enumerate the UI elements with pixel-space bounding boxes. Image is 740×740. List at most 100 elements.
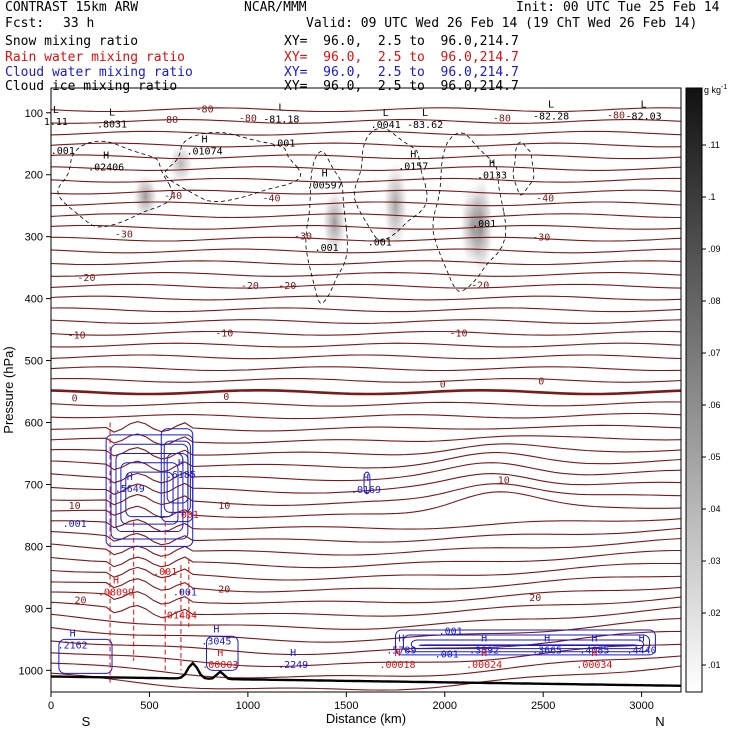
isotherm-line [51,655,681,679]
init-time: Init: 00 UTC Tue 25 Feb 14 [516,0,720,15]
isotherm-line [51,248,681,254]
field-rain-name: Rain water mixing ratio [5,50,186,65]
isotherm-line [51,260,681,266]
isotherm-line [51,142,681,148]
extremum-marker: H [322,169,328,180]
extremum-value: .4085 [579,645,609,656]
extremum-marker: L [641,99,647,110]
isotherm-line [51,213,681,219]
extremum-marker: H [481,648,487,659]
field-cloudice-name: Cloud ice mixing ratio [5,79,178,94]
cloud-water-contour [160,428,194,523]
colorbar-tick-label: .08 [708,296,721,306]
isotherm-label: -20 [241,281,259,292]
extremum-value: .02406 [88,163,124,174]
extremum-marker: H [127,472,133,483]
isotherm-line [51,473,681,496]
colorbar-ticks: .11 .1 .09 .08 .07 .06 .05 .04 .03 .02 .01 [702,140,721,670]
isotherm-label: -80 [160,115,178,126]
extremum-marker: H [394,648,400,659]
x-tick-label: 500 [140,700,158,712]
extremum-value: .00018 [379,660,415,671]
isotherm-line [51,166,681,171]
isotherm-label: 0 [223,392,229,403]
field-rain-xy: XY= 96.0, 2.5 to 96.0,214.7 [284,50,519,65]
isotherm-line [51,537,681,557]
colorbar-unit: g kg-1 [704,84,727,95]
isotherm-label: -80 [493,114,511,125]
extremum-value: .0157 [398,161,428,172]
isotherm-label: -30 [115,230,133,241]
cloud-ice-contour [305,150,348,304]
y-tick-label: 500 [25,356,43,368]
extremum-marker: L [109,107,115,118]
isotherm-line [51,643,681,668]
isotherm-label: -30 [294,231,312,242]
cloud-water-contour [418,644,639,647]
extremum-marker: L [383,108,389,119]
isotherm-line [51,154,681,160]
extremum-value: .001 [51,146,75,157]
colorbar-tick-label: .05 [708,452,721,462]
extremum-value: -81.18 [263,114,299,125]
extremum-marker: H [70,628,76,639]
cloud-water-contour [120,462,179,525]
isotherm-line [51,236,681,242]
isotherm-line [51,452,681,473]
colorbar-unit-base: g kg [704,85,721,95]
colorbar-tick-label: .11 [708,140,720,150]
x-tick-label: 0 [48,700,54,712]
y-axis-label: Pressure (hPa) [1,346,16,433]
colorbar-tick-label: .09 [708,244,721,254]
extremum-marker: H [290,648,296,659]
y-tick-label: 900 [25,603,43,615]
extremum-value: .6185 [166,470,196,481]
isotherm-label: -80 [239,114,257,125]
extremum-marker: H [489,159,495,170]
extremum-marker: H [398,633,404,644]
y-tick-label: 800 [25,541,43,553]
isotherm-label: 10 [69,501,81,512]
valid-time: Valid: 09 UTC Wed 26 Feb 14 (19 ChT Wed … [306,16,698,31]
extremum-marker: L [278,102,284,113]
isotherm-label: 0 [440,379,446,390]
isotherm-line [51,201,681,207]
extremum-marker: H [591,648,597,659]
extremum-value: .01074 [187,147,223,158]
isotherm-line [51,617,681,643]
isotherm-line [51,586,681,605]
colorbar-tick-label: .04 [708,504,721,514]
y-tick-label: 200 [25,170,43,182]
extremum-value: .001 [271,139,295,150]
cloud-water-contour [206,635,239,671]
isotherm-line [51,130,681,136]
extremum-value: .0169 [351,485,381,496]
extremum-value: .001 [435,650,459,661]
extremum-value: .5789 [386,645,416,656]
isotherm-label: 20 [218,585,230,596]
isotherm-line [51,354,681,360]
extremum-value: .001 [175,510,199,521]
snow-shade-1 [168,143,193,185]
x-end-right: N [655,714,664,729]
y-tick-label: 700 [25,479,43,491]
cloud-ice-contour [432,132,507,292]
isotherm-line [51,119,681,124]
cloud-water-contour [58,638,113,674]
isotherm-label: 0 [72,394,78,405]
isotherm-label: 0 [538,376,544,387]
colorbar-tick-label: .01 [708,660,721,670]
label-layer: -80 -80 -80 -80 -80 -40 -40 -40 -30 -30 -30 -20 -20 -… [44,99,662,671]
isotherm-label: -10 [215,329,233,340]
extremum-marker: H [363,473,369,484]
fcst-value: 33 h [63,16,95,31]
plot-frame [50,87,682,693]
extremum-marker: H [481,633,487,644]
extremum-marker: H [410,149,416,160]
cloud-water-contour [115,452,184,533]
isotherm-label: -40 [536,194,554,205]
extremum-marker: H [213,625,219,636]
isotherm-line [51,421,681,433]
isotherm-label: -20 [471,280,489,291]
